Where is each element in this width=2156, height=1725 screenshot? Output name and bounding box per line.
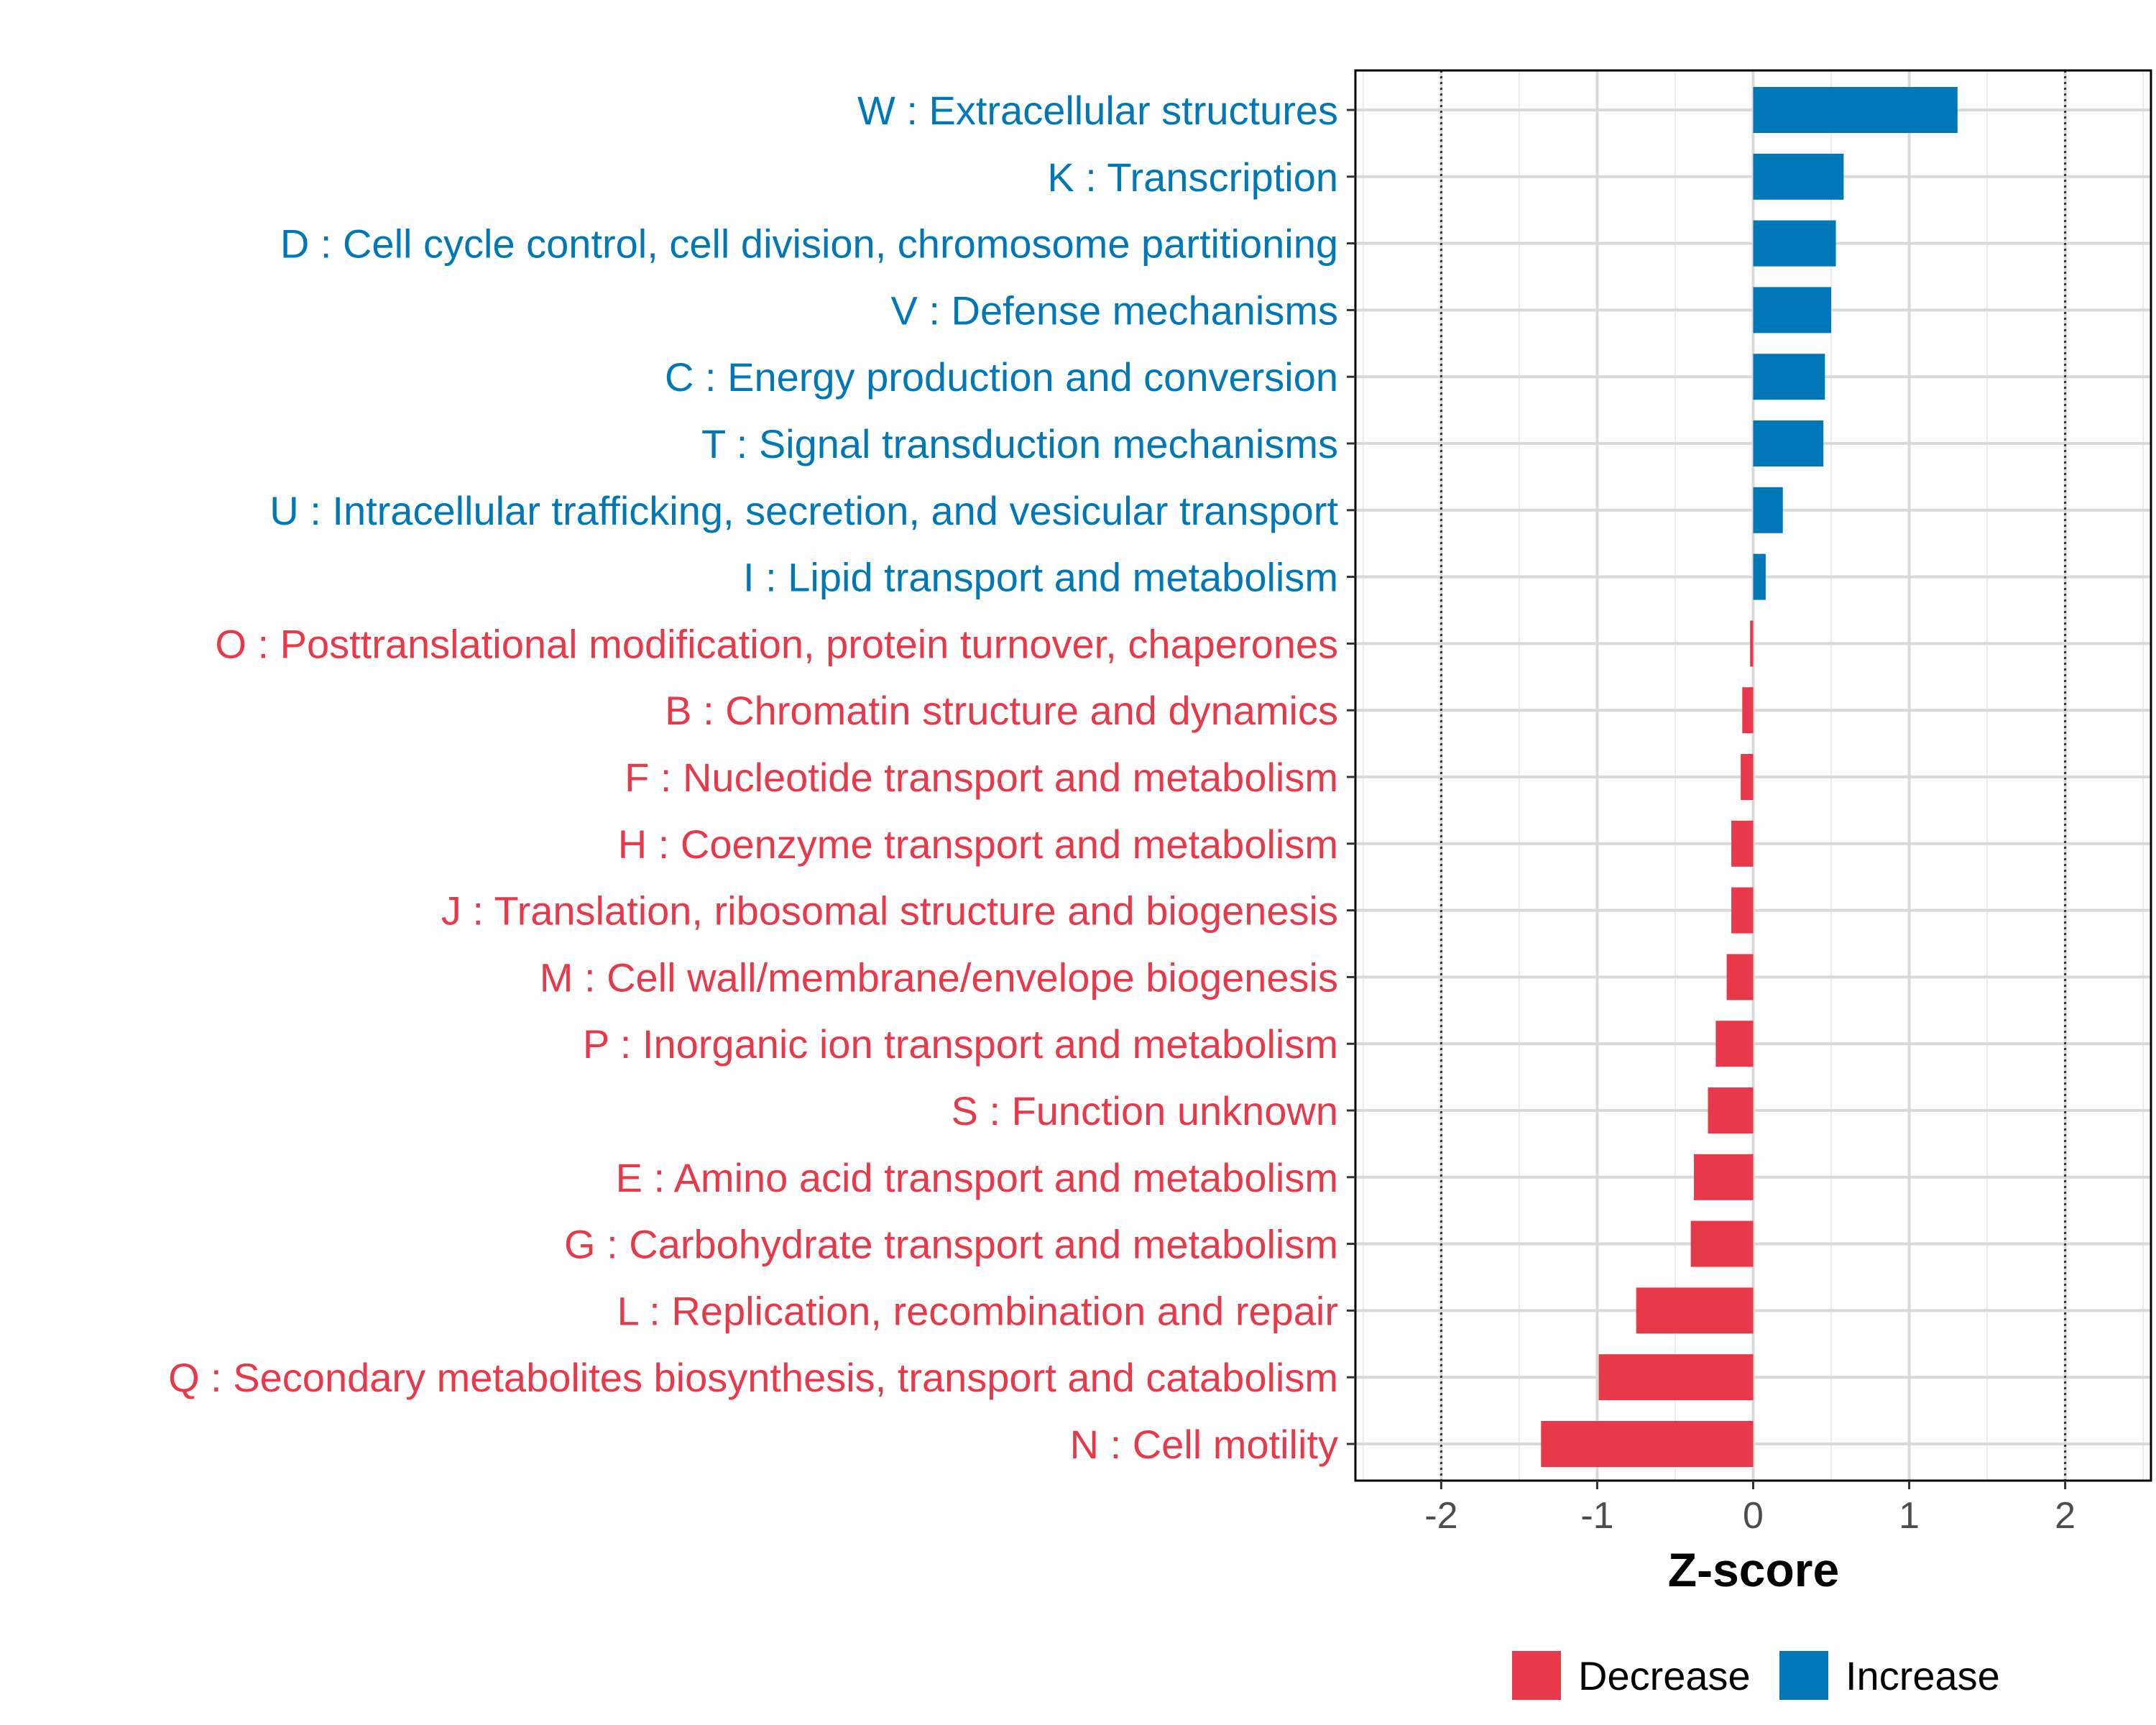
- category-label: V : Defense mechanisms: [891, 288, 1338, 333]
- y-axis-ticks: W : Extracellular structures K : Transcri…: [168, 88, 1355, 1467]
- category-label: O : Posttranslational modification, prot…: [215, 621, 1338, 666]
- x-tick-label: -1: [1580, 1495, 1613, 1537]
- category-label: H : Coenzyme transport and metabolism: [618, 822, 1338, 867]
- category-label: F : Nucleotide transport and metabolism: [625, 755, 1338, 800]
- category-label: E : Amino acid transport and metabolism: [616, 1155, 1338, 1200]
- x-tick-label: 0: [1743, 1495, 1764, 1537]
- x-tick-label: 2: [2055, 1495, 2076, 1537]
- bar-k: [1753, 153, 1844, 200]
- bar-c: [1753, 354, 1825, 400]
- category-label: J : Translation, ribosomal structure and…: [441, 888, 1338, 934]
- x-axis-ticks: -2 -1 0 1 2: [1424, 1481, 2076, 1537]
- bar-b: [1742, 687, 1754, 734]
- legend-label-decrease: Decrease: [1578, 1653, 1751, 1698]
- category-label: T : Signal transduction mechanisms: [701, 421, 1338, 466]
- category-label: L : Replication, recombination and repai…: [617, 1288, 1338, 1333]
- legend: Decrease Increase: [1512, 1651, 2000, 1700]
- category-label: S : Function unknown: [951, 1088, 1338, 1133]
- bar-w: [1753, 87, 1958, 133]
- bar-o: [1750, 620, 1754, 667]
- bar-e: [1694, 1154, 1754, 1200]
- bar-p: [1715, 1021, 1754, 1067]
- bar-m: [1726, 954, 1754, 1000]
- bar-f: [1741, 754, 1754, 800]
- bar-t: [1753, 420, 1824, 466]
- category-label: B : Chromatin structure and dynamics: [665, 688, 1338, 733]
- legend-swatch-increase: [1779, 1651, 1828, 1700]
- bars: [1541, 87, 1958, 1467]
- legend-label-increase: Increase: [1846, 1653, 2000, 1698]
- legend-swatch-decrease: [1512, 1651, 1561, 1700]
- bar-h: [1731, 820, 1754, 867]
- bar-s: [1708, 1087, 1754, 1133]
- bar-n: [1541, 1421, 1754, 1467]
- bar-u: [1753, 487, 1783, 533]
- category-label: D : Cell cycle control, cell division, c…: [280, 221, 1338, 267]
- bar-g: [1690, 1220, 1754, 1267]
- category-label: W : Extracellular structures: [857, 88, 1338, 133]
- category-label: I : Lipid transport and metabolism: [743, 555, 1338, 600]
- x-axis-title: Z-score: [1668, 1543, 1839, 1596]
- bar-v: [1753, 287, 1832, 334]
- x-tick-label: 1: [1899, 1495, 1920, 1537]
- category-label: C : Energy production and conversion: [665, 354, 1338, 400]
- category-label: P : Inorganic ion transport and metaboli…: [583, 1021, 1338, 1067]
- bar-j: [1731, 887, 1754, 934]
- category-label: U : Intracellular trafficking, secretion…: [270, 488, 1338, 533]
- category-label: M : Cell wall/membrane/envelope biogenes…: [540, 954, 1338, 1000]
- category-label: G : Carbohydrate transport and metabolis…: [564, 1222, 1338, 1267]
- x-tick-label: -2: [1424, 1495, 1457, 1537]
- bar-d: [1753, 220, 1836, 267]
- category-label: Q : Secondary metabolites biosynthesis, …: [168, 1355, 1338, 1400]
- category-label: K : Transcription: [1047, 155, 1338, 200]
- bar-q: [1598, 1354, 1754, 1401]
- bar-l: [1636, 1287, 1754, 1334]
- bar-i: [1753, 553, 1766, 600]
- category-label: N : Cell motility: [1070, 1422, 1338, 1467]
